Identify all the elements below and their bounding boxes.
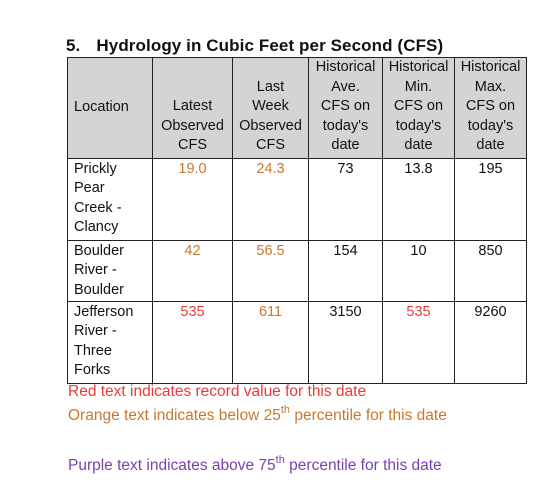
table-header-row: Location Latest Observed CFS Last Week O…	[67, 57, 527, 159]
header-line: Historical	[460, 59, 521, 75]
legend-orange-text-end: percentile for this date	[290, 407, 447, 424]
legend-orange-superscript: th	[280, 404, 291, 416]
location-line: Jefferson	[74, 303, 134, 320]
location-cell: Prickly Pear Creek - Clancy	[67, 157, 153, 241]
hydrology-table: Location Latest Observed CFS Last Week O…	[67, 57, 527, 384]
header-line: Last	[256, 78, 285, 95]
hist-min-cell: 13.8	[382, 157, 455, 241]
section-title: Hydrology in Cubic Feet per Second (CFS)	[96, 36, 444, 55]
header-latest-observed: Latest Observed CFS	[152, 57, 233, 159]
location-cell: Boulder River - Boulder	[67, 239, 153, 302]
section-number: 5.	[66, 36, 81, 55]
header-line: today's	[395, 117, 442, 134]
header-line: CFS on	[320, 98, 371, 114]
hist-ave-cell: 154	[308, 239, 383, 302]
header-line: Latest	[172, 98, 213, 114]
legend-purple-note: Purple text indicates above 75th percent…	[68, 455, 442, 476]
header-line: Ave.	[331, 78, 360, 95]
legend-red-note: Red text indicates record value for this…	[68, 383, 367, 400]
header-line: CFS on	[465, 98, 516, 114]
hist-ave-cell: 73	[308, 157, 383, 241]
hist-min-cell: 535	[382, 300, 455, 384]
last-week-cell: 611	[232, 300, 309, 384]
header-line: Historical	[315, 59, 376, 75]
legend-purple-superscript: th	[275, 454, 285, 466]
header-line: CFS	[178, 137, 207, 153]
header-line: CFS	[256, 137, 285, 153]
header-line: Historical	[388, 59, 449, 75]
hist-min-cell: 10	[382, 239, 455, 302]
legend-purple-text-end: percentile for this date	[284, 457, 442, 474]
header-historical-ave: Historical Ave. CFS on today's date	[308, 57, 383, 159]
location-line: Boulder	[74, 242, 124, 259]
hist-max-cell: 9260	[454, 300, 527, 384]
location-line: River -	[74, 323, 117, 339]
header-line: Max.	[474, 78, 507, 95]
table-row: Boulder River - Boulder 42 56.5 154 10 8…	[67, 239, 527, 302]
location-cell: Jefferson River - Three Forks	[67, 300, 153, 384]
header-line: Week	[252, 98, 289, 114]
header-historical-max: Historical Max. CFS on today's date	[454, 57, 527, 159]
location-line: Three	[74, 342, 112, 359]
last-week-cell: 56.5	[232, 239, 309, 302]
last-week-cell: 24.3	[232, 157, 309, 241]
section-heading: 5. Hydrology in Cubic Feet per Second (CF…	[66, 36, 443, 56]
location-line: Boulder	[74, 281, 124, 298]
latest-cell: 42	[152, 239, 233, 302]
location-line: Pear	[74, 180, 105, 196]
hist-max-cell: 195	[454, 157, 527, 241]
legend-purple-text: Purple text indicates above 75	[68, 457, 276, 474]
table-row: Jefferson River - Three Forks 535 611 31…	[67, 300, 527, 384]
location-line: Clancy	[74, 219, 119, 235]
header-line: Min.	[404, 78, 433, 95]
latest-cell: 535	[152, 300, 233, 384]
latest-cell: 19.0	[152, 157, 233, 241]
location-line: River -	[74, 262, 117, 278]
legend-orange-text: Orange text indicates below 25	[68, 407, 281, 424]
header-historical-min: Historical Min. CFS on today's date	[382, 57, 455, 159]
header-last-week-observed: Last Week Observed CFS	[232, 57, 309, 159]
table-row: Prickly Pear Creek - Clancy 19.0 24.3 73…	[67, 157, 527, 241]
header-line: Observed	[239, 117, 302, 134]
header-line: today's	[467, 117, 514, 134]
header-line: CFS on	[393, 98, 444, 114]
hist-ave-cell: 3150	[308, 300, 383, 384]
location-line: Forks	[74, 362, 111, 378]
header-line: today's	[322, 117, 369, 134]
hist-max-cell: 850	[454, 239, 527, 302]
header-line: Observed	[161, 117, 224, 134]
header-line: date	[331, 137, 360, 153]
header-location: Location	[67, 57, 153, 159]
location-line: Creek -	[74, 199, 122, 216]
header-line: date	[404, 137, 433, 153]
header-line: date	[476, 137, 505, 153]
legend-orange-note: Orange text indicates below 25th percent…	[68, 405, 508, 426]
location-line: Prickly	[74, 160, 117, 177]
